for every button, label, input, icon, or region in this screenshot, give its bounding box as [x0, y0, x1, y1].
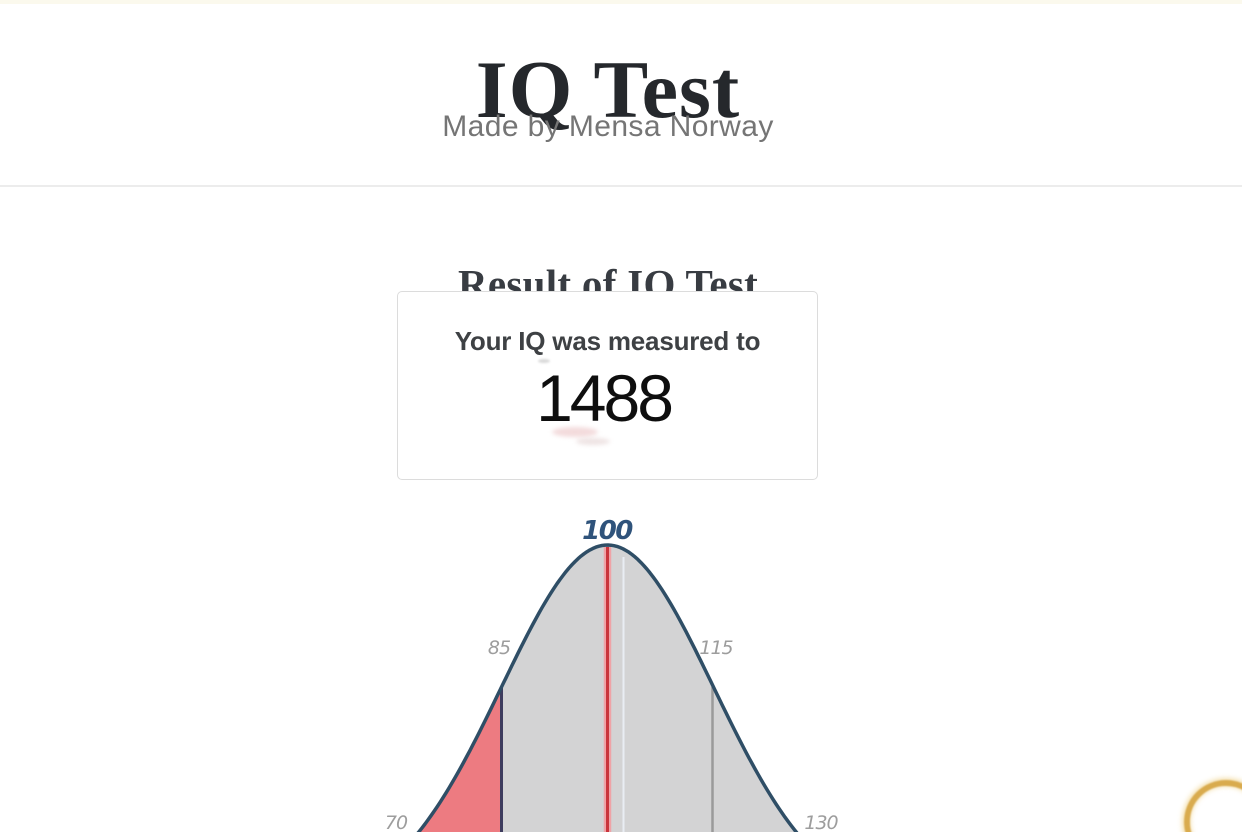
header-divider	[0, 185, 1242, 187]
bell-curve-chart: 100 85 115 70 130	[385, 516, 840, 832]
iq-score-value: 1488	[536, 361, 674, 435]
tick-label-115: 115	[699, 637, 733, 659]
edit-smudge	[552, 427, 598, 437]
corner-ring-icon[interactable]	[1184, 780, 1242, 832]
result-card-label: Your IQ was measured to	[454, 326, 761, 356]
top-edge-tint	[0, 0, 1242, 4]
curve-stroke	[416, 543, 799, 832]
tick-label-85: 85	[488, 637, 511, 659]
region-left-tail	[418, 686, 502, 832]
page-subtitle: Made by Mensa Norway	[442, 110, 774, 143]
tick-label-130: 130	[804, 812, 838, 832]
result-card: Your IQ was measured to 1488	[397, 291, 818, 480]
tick-label-100: 100	[582, 516, 633, 546]
edit-smudge	[576, 438, 610, 445]
tick-label-70: 70	[385, 812, 408, 832]
edit-smudge	[538, 359, 550, 363]
page-title: IQ Test	[475, 43, 741, 135]
region-main	[502, 545, 797, 832]
